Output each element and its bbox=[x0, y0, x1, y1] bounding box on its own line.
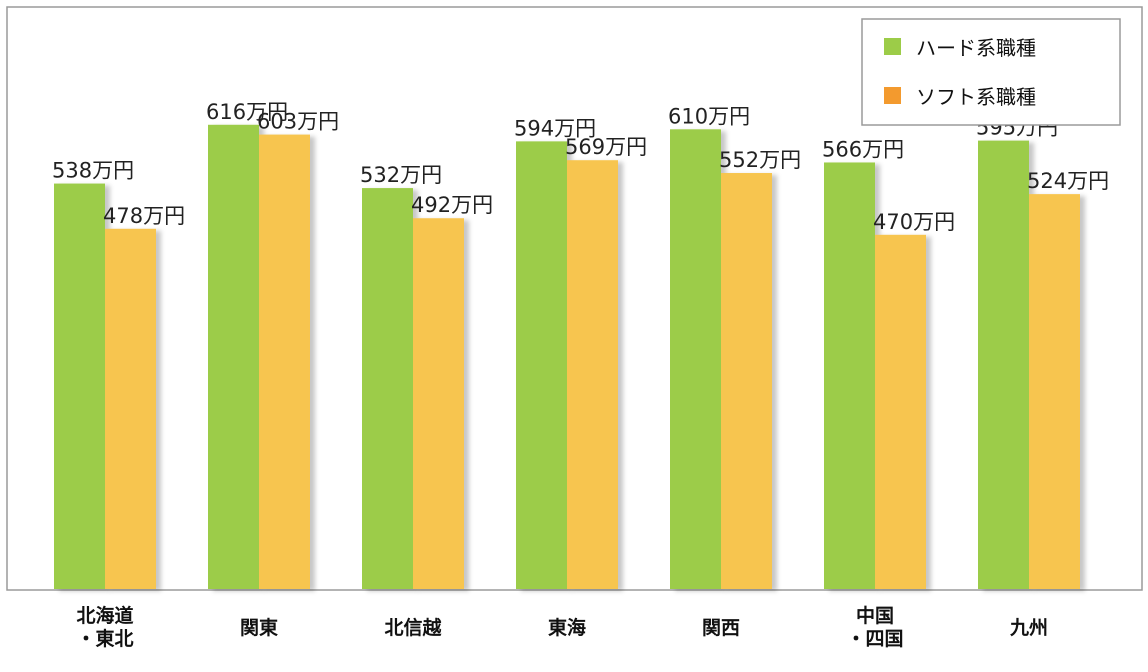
bar-series0-cat2 bbox=[362, 188, 413, 590]
bar-series0-cat5 bbox=[824, 162, 875, 589]
legend-swatch-hard bbox=[884, 38, 901, 55]
category-label-1-line0: 関東 bbox=[240, 616, 278, 639]
value-label-series1-cat3: 569万円 bbox=[565, 135, 647, 159]
legend-label-hard: ハード系職種 bbox=[916, 36, 1036, 60]
bar-series0-cat0 bbox=[54, 183, 105, 589]
bar-series0-cat3 bbox=[516, 141, 567, 589]
value-label-series1-cat0: 478万円 bbox=[103, 204, 185, 228]
bar-series1-cat1 bbox=[259, 134, 310, 589]
value-label-series0-cat3: 594万円 bbox=[514, 116, 596, 140]
legend-label-soft: ソフト系職種 bbox=[916, 85, 1036, 109]
value-label-series0-cat4: 610万円 bbox=[668, 104, 750, 128]
bar-series1-cat2 bbox=[413, 218, 464, 589]
bar-series0-cat6 bbox=[978, 140, 1029, 589]
bar-series1-cat3 bbox=[567, 160, 618, 589]
value-label-series0-cat0: 538万円 bbox=[52, 159, 134, 183]
bar-series1-cat4 bbox=[721, 173, 772, 589]
category-labels-layer: 北海道・東北 関東 北信越 東海 関西 中国・四国 九州 bbox=[76, 604, 1048, 650]
legend: ハード系職種 ソフト系職種 bbox=[861, 18, 1121, 126]
legend-box bbox=[861, 18, 1121, 126]
bars-layer bbox=[54, 124, 1080, 590]
value-label-series0-cat5: 566万円 bbox=[822, 137, 904, 161]
category-label-6-line0: 九州 bbox=[1009, 617, 1048, 639]
value-label-series1-cat2: 492万円 bbox=[411, 193, 493, 217]
value-label-series1-cat5: 470万円 bbox=[873, 210, 955, 234]
category-label-2-line0: 北信越 bbox=[384, 616, 442, 639]
category-label-3-line0: 東海 bbox=[548, 616, 586, 639]
category-label-0-line1: ・東北 bbox=[76, 627, 133, 650]
value-label-series1-cat1: 603万円 bbox=[257, 110, 339, 134]
legend-swatch-soft bbox=[884, 87, 901, 104]
bar-series1-cat6 bbox=[1029, 194, 1080, 590]
category-label-5-line1: ・四国 bbox=[846, 628, 903, 650]
category-label-5-line0: 中国 bbox=[856, 604, 894, 627]
value-label-series0-cat1: 616万円 bbox=[206, 100, 288, 124]
category-label-4-line0: 関西 bbox=[702, 617, 740, 639]
bar-series1-cat0 bbox=[105, 228, 156, 589]
bar-series0-cat4 bbox=[670, 129, 721, 589]
bar-series1-cat5 bbox=[875, 234, 926, 590]
value-label-series1-cat4: 552万円 bbox=[719, 148, 801, 172]
bar-series0-cat1 bbox=[208, 124, 259, 589]
category-label-0-line0: 北海道 bbox=[76, 604, 133, 627]
value-label-series1-cat6: 524万円 bbox=[1027, 169, 1109, 193]
value-label-series0-cat2: 532万円 bbox=[360, 163, 442, 187]
